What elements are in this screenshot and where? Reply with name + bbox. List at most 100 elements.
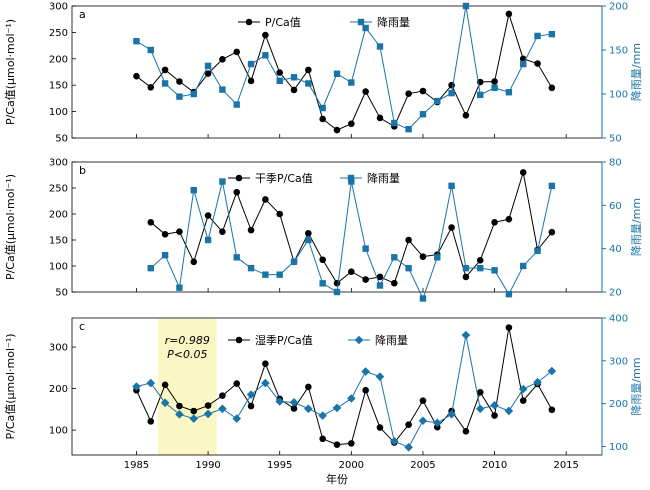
x-tick-label: 2010 bbox=[482, 460, 507, 471]
data-point bbox=[332, 403, 342, 413]
data-point bbox=[505, 215, 513, 223]
data-point bbox=[348, 440, 355, 447]
data-point bbox=[419, 87, 427, 95]
data-point bbox=[376, 424, 384, 431]
data-point bbox=[247, 226, 255, 234]
data-point bbox=[390, 279, 398, 287]
data-point bbox=[319, 115, 326, 123]
right-tick-label: 200 bbox=[609, 2, 628, 13]
data-point bbox=[448, 224, 455, 231]
right-tick-label: 150 bbox=[609, 46, 628, 57]
data-point bbox=[318, 411, 327, 420]
data-point bbox=[175, 410, 184, 419]
x-tick-label: 2000 bbox=[339, 460, 364, 471]
legend-label: 干季P/Ca值 bbox=[255, 172, 313, 185]
left-tick-label: 150 bbox=[49, 236, 68, 247]
data-point bbox=[534, 247, 541, 255]
data-point bbox=[548, 406, 556, 414]
data-point bbox=[347, 394, 356, 403]
data-point bbox=[218, 404, 227, 414]
data-point bbox=[276, 77, 283, 84]
data-point bbox=[505, 10, 513, 18]
data-point bbox=[405, 90, 412, 97]
data-point bbox=[176, 93, 183, 100]
data-point bbox=[333, 288, 341, 296]
data-point bbox=[276, 271, 283, 278]
data-point bbox=[376, 43, 384, 50]
data-point bbox=[233, 101, 240, 108]
data-point bbox=[261, 378, 270, 388]
data-point bbox=[305, 80, 312, 87]
data-point bbox=[519, 169, 527, 176]
left-tick-label: 100 bbox=[49, 426, 68, 437]
data-point bbox=[190, 186, 197, 194]
data-point bbox=[204, 212, 212, 219]
data-point bbox=[533, 377, 542, 387]
data-point bbox=[405, 126, 412, 133]
data-point bbox=[190, 90, 197, 98]
data-point bbox=[275, 397, 285, 406]
data-point bbox=[333, 126, 341, 134]
data-point bbox=[520, 60, 527, 68]
data-point bbox=[276, 210, 284, 218]
data-point bbox=[247, 60, 255, 68]
data-point bbox=[147, 418, 155, 425]
right-tick-label: 80 bbox=[609, 158, 622, 169]
data-point bbox=[333, 279, 341, 287]
panel-c: 100 200 300 100 200 300 400 1985 1990 1995 2000 200… bbox=[4, 314, 643, 487]
data-point bbox=[491, 219, 498, 226]
left-axis-label: P/Ca值(μmol·mol⁻¹) bbox=[4, 19, 17, 125]
data-point bbox=[490, 401, 499, 410]
data-point bbox=[361, 367, 370, 376]
data-point bbox=[204, 402, 212, 409]
data-point bbox=[161, 230, 169, 238]
legend-marker bbox=[357, 18, 365, 26]
data-point bbox=[333, 70, 341, 77]
data-point bbox=[319, 435, 326, 443]
data-point bbox=[289, 398, 299, 407]
data-point bbox=[233, 188, 241, 196]
data-point bbox=[247, 77, 255, 85]
data-point bbox=[161, 66, 169, 74]
data-point bbox=[375, 372, 385, 381]
data-point bbox=[304, 404, 313, 414]
panel-b: 50 100 150 200 250 300 20 40 60 80 b P/Ca值(μmol·mol… bbox=[4, 158, 643, 302]
data-point bbox=[419, 397, 427, 404]
data-point bbox=[147, 46, 154, 54]
data-point bbox=[348, 268, 355, 276]
data-point bbox=[362, 276, 369, 283]
data-point bbox=[319, 280, 326, 287]
data-point bbox=[419, 253, 427, 260]
panel-label: b bbox=[79, 164, 86, 177]
data-point bbox=[305, 229, 312, 237]
data-point bbox=[405, 421, 412, 428]
data-point bbox=[290, 258, 298, 265]
data-point bbox=[333, 441, 341, 448]
legend-marker bbox=[245, 18, 253, 26]
plot-frame bbox=[71, 161, 603, 293]
left-tick-label: 100 bbox=[49, 107, 68, 118]
right-tick-label: 50 bbox=[609, 134, 622, 145]
data-point bbox=[262, 196, 269, 203]
data-point bbox=[491, 267, 498, 274]
correlation-r-text: r=0.989 bbox=[165, 334, 210, 347]
right-axis-label: 降雨量/mm bbox=[629, 198, 643, 256]
data-point bbox=[376, 114, 384, 122]
data-point bbox=[161, 80, 169, 87]
legend-marker bbox=[235, 336, 243, 344]
left-tick-label: 300 bbox=[49, 158, 68, 169]
data-point bbox=[219, 178, 226, 185]
data-point bbox=[475, 404, 485, 414]
data-point bbox=[419, 295, 427, 302]
data-point bbox=[477, 264, 484, 272]
x-axis-label: 年份 bbox=[326, 472, 348, 486]
data-point bbox=[204, 70, 212, 77]
data-point bbox=[534, 32, 541, 40]
data-point bbox=[290, 74, 298, 81]
legend-label: 湿季P/Ca值 bbox=[255, 334, 313, 347]
data-point bbox=[462, 273, 470, 281]
data-point bbox=[491, 78, 498, 85]
data-point bbox=[147, 219, 155, 226]
series-line-rain bbox=[136, 5, 552, 130]
data-point bbox=[132, 382, 141, 391]
